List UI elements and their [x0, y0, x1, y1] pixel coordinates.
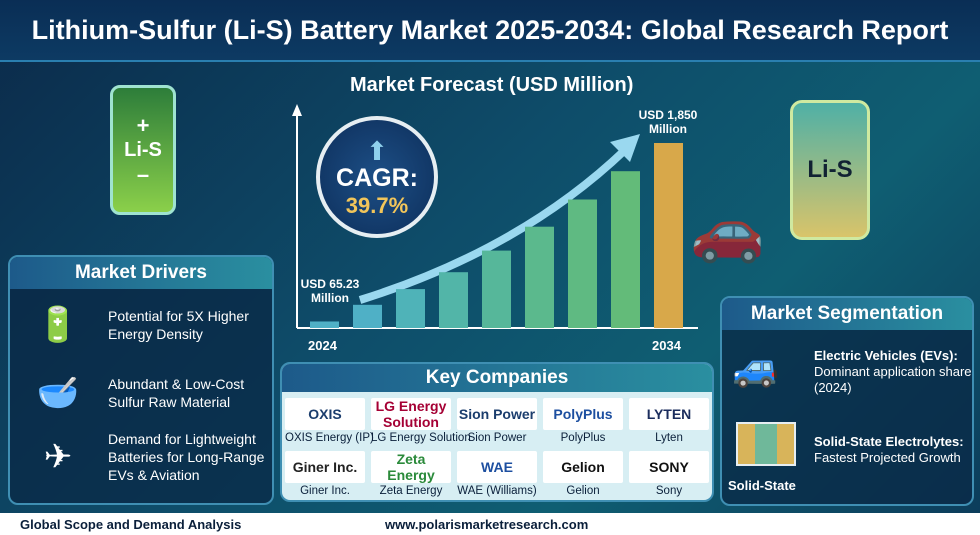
- company-logo: Gelion: [543, 451, 623, 483]
- company-logo: WAE: [457, 451, 537, 483]
- y-axis-arrow-icon: [292, 104, 302, 116]
- growth-arrowhead-icon: [610, 134, 640, 162]
- company-card: Zeta Energy Zeta Energy: [371, 451, 451, 497]
- car-icon: 🚗: [690, 197, 765, 264]
- bar: [396, 289, 425, 328]
- bar: [525, 226, 554, 328]
- drivers-heading: Market Drivers: [10, 257, 272, 289]
- company-logo: LYTEN: [629, 398, 709, 430]
- cagr-badge: ⬆ CAGR: 39.7%: [316, 116, 438, 238]
- cagr-value: 39.7%: [345, 193, 409, 218]
- bar: [654, 143, 683, 328]
- forecast-heading: Market Forecast (USD Million): [350, 74, 634, 96]
- start-value-label: USD 65.23 Million: [300, 277, 360, 305]
- company-logo: SONY: [629, 451, 709, 483]
- page-title: Lithium-Sulfur (Li-S) Battery Market 202…: [0, 0, 980, 62]
- segment-title: Electric Vehicles (EVs):: [814, 348, 958, 363]
- company-name: Sion Power: [467, 432, 527, 444]
- cagr-label: CAGR:: [336, 164, 418, 192]
- car-plane-icon: ✈: [43, 438, 73, 476]
- battery-label: Li-S: [807, 156, 853, 183]
- segment-item: Solid-State Electrolytes: Fastest Project…: [814, 434, 974, 466]
- segment-text: Dominant application share (2024): [814, 364, 972, 395]
- company-card: PolyPlus PolyPlus: [543, 398, 623, 444]
- company-card: OXIS OXIS Energy (IP): [285, 398, 374, 444]
- company-card: LG Energy Solution LG Energy Solution: [371, 398, 471, 444]
- driver-item: 🔋 Potential for 5X Higher Energy Density: [22, 297, 268, 353]
- battery-car-illustration: Li-S: [790, 100, 870, 240]
- battery-label: Li-S: [124, 138, 162, 161]
- footer-scope: Global Scope and Demand Analysis: [20, 517, 242, 532]
- company-name: Giner Inc.: [300, 485, 350, 497]
- company-name: Sony: [655, 485, 683, 497]
- bar: [353, 304, 382, 328]
- start-year: 2024: [308, 338, 337, 353]
- up-arrow-icon: ⬆: [366, 136, 388, 166]
- company-logo: PolyPlus: [543, 398, 623, 430]
- company-name: WAE (Williams): [457, 485, 537, 497]
- company-name: Zeta Energy: [379, 485, 443, 497]
- company-name: LG Energy Solution: [371, 432, 471, 444]
- company-name: Lyten: [655, 432, 683, 444]
- driver-item: 🥣 Abundant & Low-Cost Sulfur Raw Material: [22, 365, 268, 421]
- solid-state-label: Solid-State: [728, 478, 796, 493]
- company-name: OXIS Energy (IP): [285, 432, 374, 444]
- footer-url[interactable]: www.polarismarketresearch.com: [385, 517, 589, 532]
- company-logo: LG Energy Solution: [371, 398, 451, 430]
- battery-illustration: + Li-S –: [110, 85, 176, 215]
- bar: [439, 272, 468, 328]
- company-card: Sion Power Sion Power: [457, 398, 537, 444]
- footer: Global Scope and Demand Analysis www.pol…: [0, 513, 980, 535]
- company-logo: Zeta Energy: [371, 451, 451, 483]
- company-card: Gelion Gelion: [543, 451, 623, 497]
- companies-heading: Key Companies: [282, 364, 712, 392]
- end-value-label: USD 1,850 Million: [638, 108, 698, 136]
- segmentation-heading: Market Segmentation: [722, 298, 972, 330]
- company-logo: Sion Power: [457, 398, 537, 430]
- company-name: PolyPlus: [560, 432, 606, 444]
- company-card: LYTEN Lyten: [629, 398, 709, 444]
- segmentation-panel: Market Segmentation 🚙 Electric Vehicles …: [720, 296, 974, 506]
- ev-charging-icon: 🚙: [732, 347, 780, 389]
- companies-panel: Key Companies OXIS OXIS Energy (IP) LG Ene…: [280, 362, 714, 502]
- company-card: SONY Sony: [629, 451, 709, 497]
- bar: [568, 199, 597, 328]
- segment-title: Solid-State Electrolytes:: [814, 434, 964, 449]
- company-logo: Giner Inc.: [285, 451, 365, 483]
- driver-item: ✈ Demand for Lightweight Batteries for Lo…: [22, 429, 278, 485]
- sulfur-money-icon: 🥣: [36, 374, 80, 412]
- company-card: Giner Inc. Giner Inc.: [285, 451, 365, 497]
- driver-text: Demand for Lightweight Batteries for Lon…: [108, 431, 265, 483]
- company-name: Gelion: [566, 485, 600, 497]
- company-logo: OXIS: [285, 398, 365, 430]
- drivers-panel: Market Drivers 🔋 Potential for 5X Higher …: [8, 255, 274, 505]
- bar: [611, 171, 640, 328]
- segment-text: Fastest Projected Growth: [814, 450, 961, 465]
- bar: [482, 250, 511, 328]
- growth-arrow: [358, 147, 628, 304]
- forecast-chart: [292, 104, 698, 329]
- end-year: 2034: [652, 338, 681, 353]
- driver-text: Potential for 5X Higher Energy Density: [108, 308, 249, 342]
- driver-text: Abundant & Low-Cost Sulfur Raw Material: [108, 376, 245, 410]
- segment-item: Electric Vehicles (EVs): Dominant applica…: [814, 348, 972, 396]
- solid-state-icon: [736, 422, 796, 466]
- battery-check-icon: 🔋: [36, 306, 80, 344]
- company-card: WAE WAE (Williams): [457, 451, 537, 497]
- bar: [310, 321, 339, 328]
